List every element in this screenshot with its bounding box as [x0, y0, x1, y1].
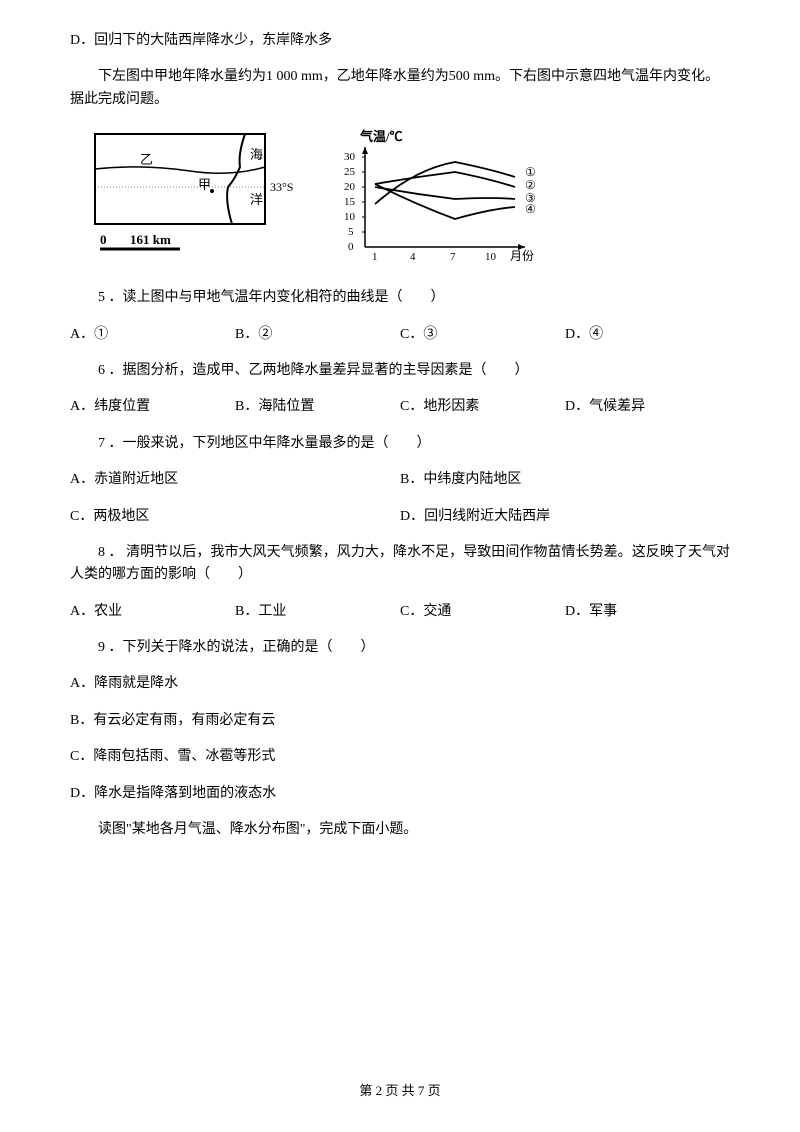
- q7-opt-b: B．中纬度内陆地区: [400, 469, 730, 491]
- q9-opt-a: A．降雨就是降水: [70, 673, 730, 695]
- map-figure: 乙 甲 海 洋 33°S 0 161 km: [90, 129, 300, 259]
- q9-opt-d: D．降水是指降落到地面的液态水: [70, 783, 730, 805]
- q7-opt-c: C．两极地区: [70, 506, 400, 528]
- q8-opt-c: C．交通: [400, 601, 565, 623]
- svg-text:7: 7: [450, 251, 456, 263]
- q7-opt-d: D．回归线附近大陆西岸: [400, 506, 730, 528]
- svg-text:0: 0: [348, 241, 354, 253]
- page-footer: 第 2 页 共 7 页: [0, 1081, 800, 1102]
- svg-text:30: 30: [344, 151, 356, 163]
- q5-stem: 5 ．读上图中与甲地气温年内变化相符的曲线是（ ）: [70, 287, 730, 309]
- q6-opt-d: D．气候差异: [565, 396, 730, 418]
- label-lat: 33°S: [270, 180, 293, 194]
- svg-text:25: 25: [344, 166, 356, 178]
- passage-2: 读图"某地各月气温、降水分布图"，完成下面小题。: [70, 819, 730, 841]
- chart-ytitle: 气温/℃: [360, 129, 403, 144]
- scale-0: 0: [100, 232, 107, 247]
- q9-stem: 9 ．下列关于降水的说法，正确的是（ ）: [70, 637, 730, 659]
- label-yi: 乙: [140, 152, 153, 167]
- label-ocean: 洋: [250, 192, 263, 207]
- svg-text:10: 10: [344, 211, 356, 223]
- q9-opt-b: B．有云必定有雨，有雨必定有云: [70, 710, 730, 732]
- svg-text:①: ①: [525, 165, 536, 179]
- q5-opt-b: B．②: [235, 324, 400, 346]
- option-d-top: D．回归下的大陆西岸降水少，东岸降水多: [70, 30, 730, 52]
- q9-opt-c: C．降雨包括雨、雪、冰雹等形式: [70, 746, 730, 768]
- figure-row: 乙 甲 海 洋 33°S 0 161 km 气温/℃ 0 5 10 15 20 …: [90, 129, 730, 269]
- q5-opt-a: A．①: [70, 324, 235, 346]
- q6-opt-b: B．海陆位置: [235, 396, 400, 418]
- q8-opt-a: A．农业: [70, 601, 235, 623]
- q8-stem: 8 ． 清明节以后，我市大风天气频繁，风力大，降水不足，导致田间作物苗情长势差。…: [70, 542, 730, 587]
- svg-text:20: 20: [344, 181, 356, 193]
- q8-opt-d: D．军事: [565, 601, 730, 623]
- svg-text:5: 5: [348, 226, 354, 238]
- svg-text:10: 10: [485, 251, 497, 263]
- q8-opt-b: B．工业: [235, 601, 400, 623]
- label-sea: 海: [250, 147, 263, 162]
- svg-text:④: ④: [525, 202, 536, 216]
- q5-opt-d: D．④: [565, 324, 730, 346]
- q6-opt-c: C．地形因素: [400, 396, 565, 418]
- svg-text:②: ②: [525, 178, 536, 192]
- q7-opt-a: A．赤道附近地区: [70, 469, 400, 491]
- passage-1: 下左图中甲地年降水量约为1 000 mm，乙地年降水量约为500 mm。下右图中…: [70, 66, 730, 111]
- q7-stem: 7 ．一般来说，下列地区中年降水量最多的是（ ）: [70, 433, 730, 455]
- svg-text:1: 1: [372, 251, 378, 263]
- label-jia: 甲: [198, 177, 211, 192]
- svg-text:4: 4: [410, 251, 416, 263]
- q6-opt-a: A．纬度位置: [70, 396, 235, 418]
- q6-stem: 6 ．据图分析，造成甲、乙两地降水量差异显著的主导因素是（ ）: [70, 360, 730, 382]
- chart-xlabel: 月份: [510, 249, 534, 263]
- q5-opt-c: C．③: [400, 324, 565, 346]
- scale-km: 161 km: [130, 232, 171, 247]
- temp-chart: 气温/℃ 0 5 10 15 20 25 30 1 4 7 10 月份: [330, 129, 560, 269]
- svg-text:15: 15: [344, 196, 356, 208]
